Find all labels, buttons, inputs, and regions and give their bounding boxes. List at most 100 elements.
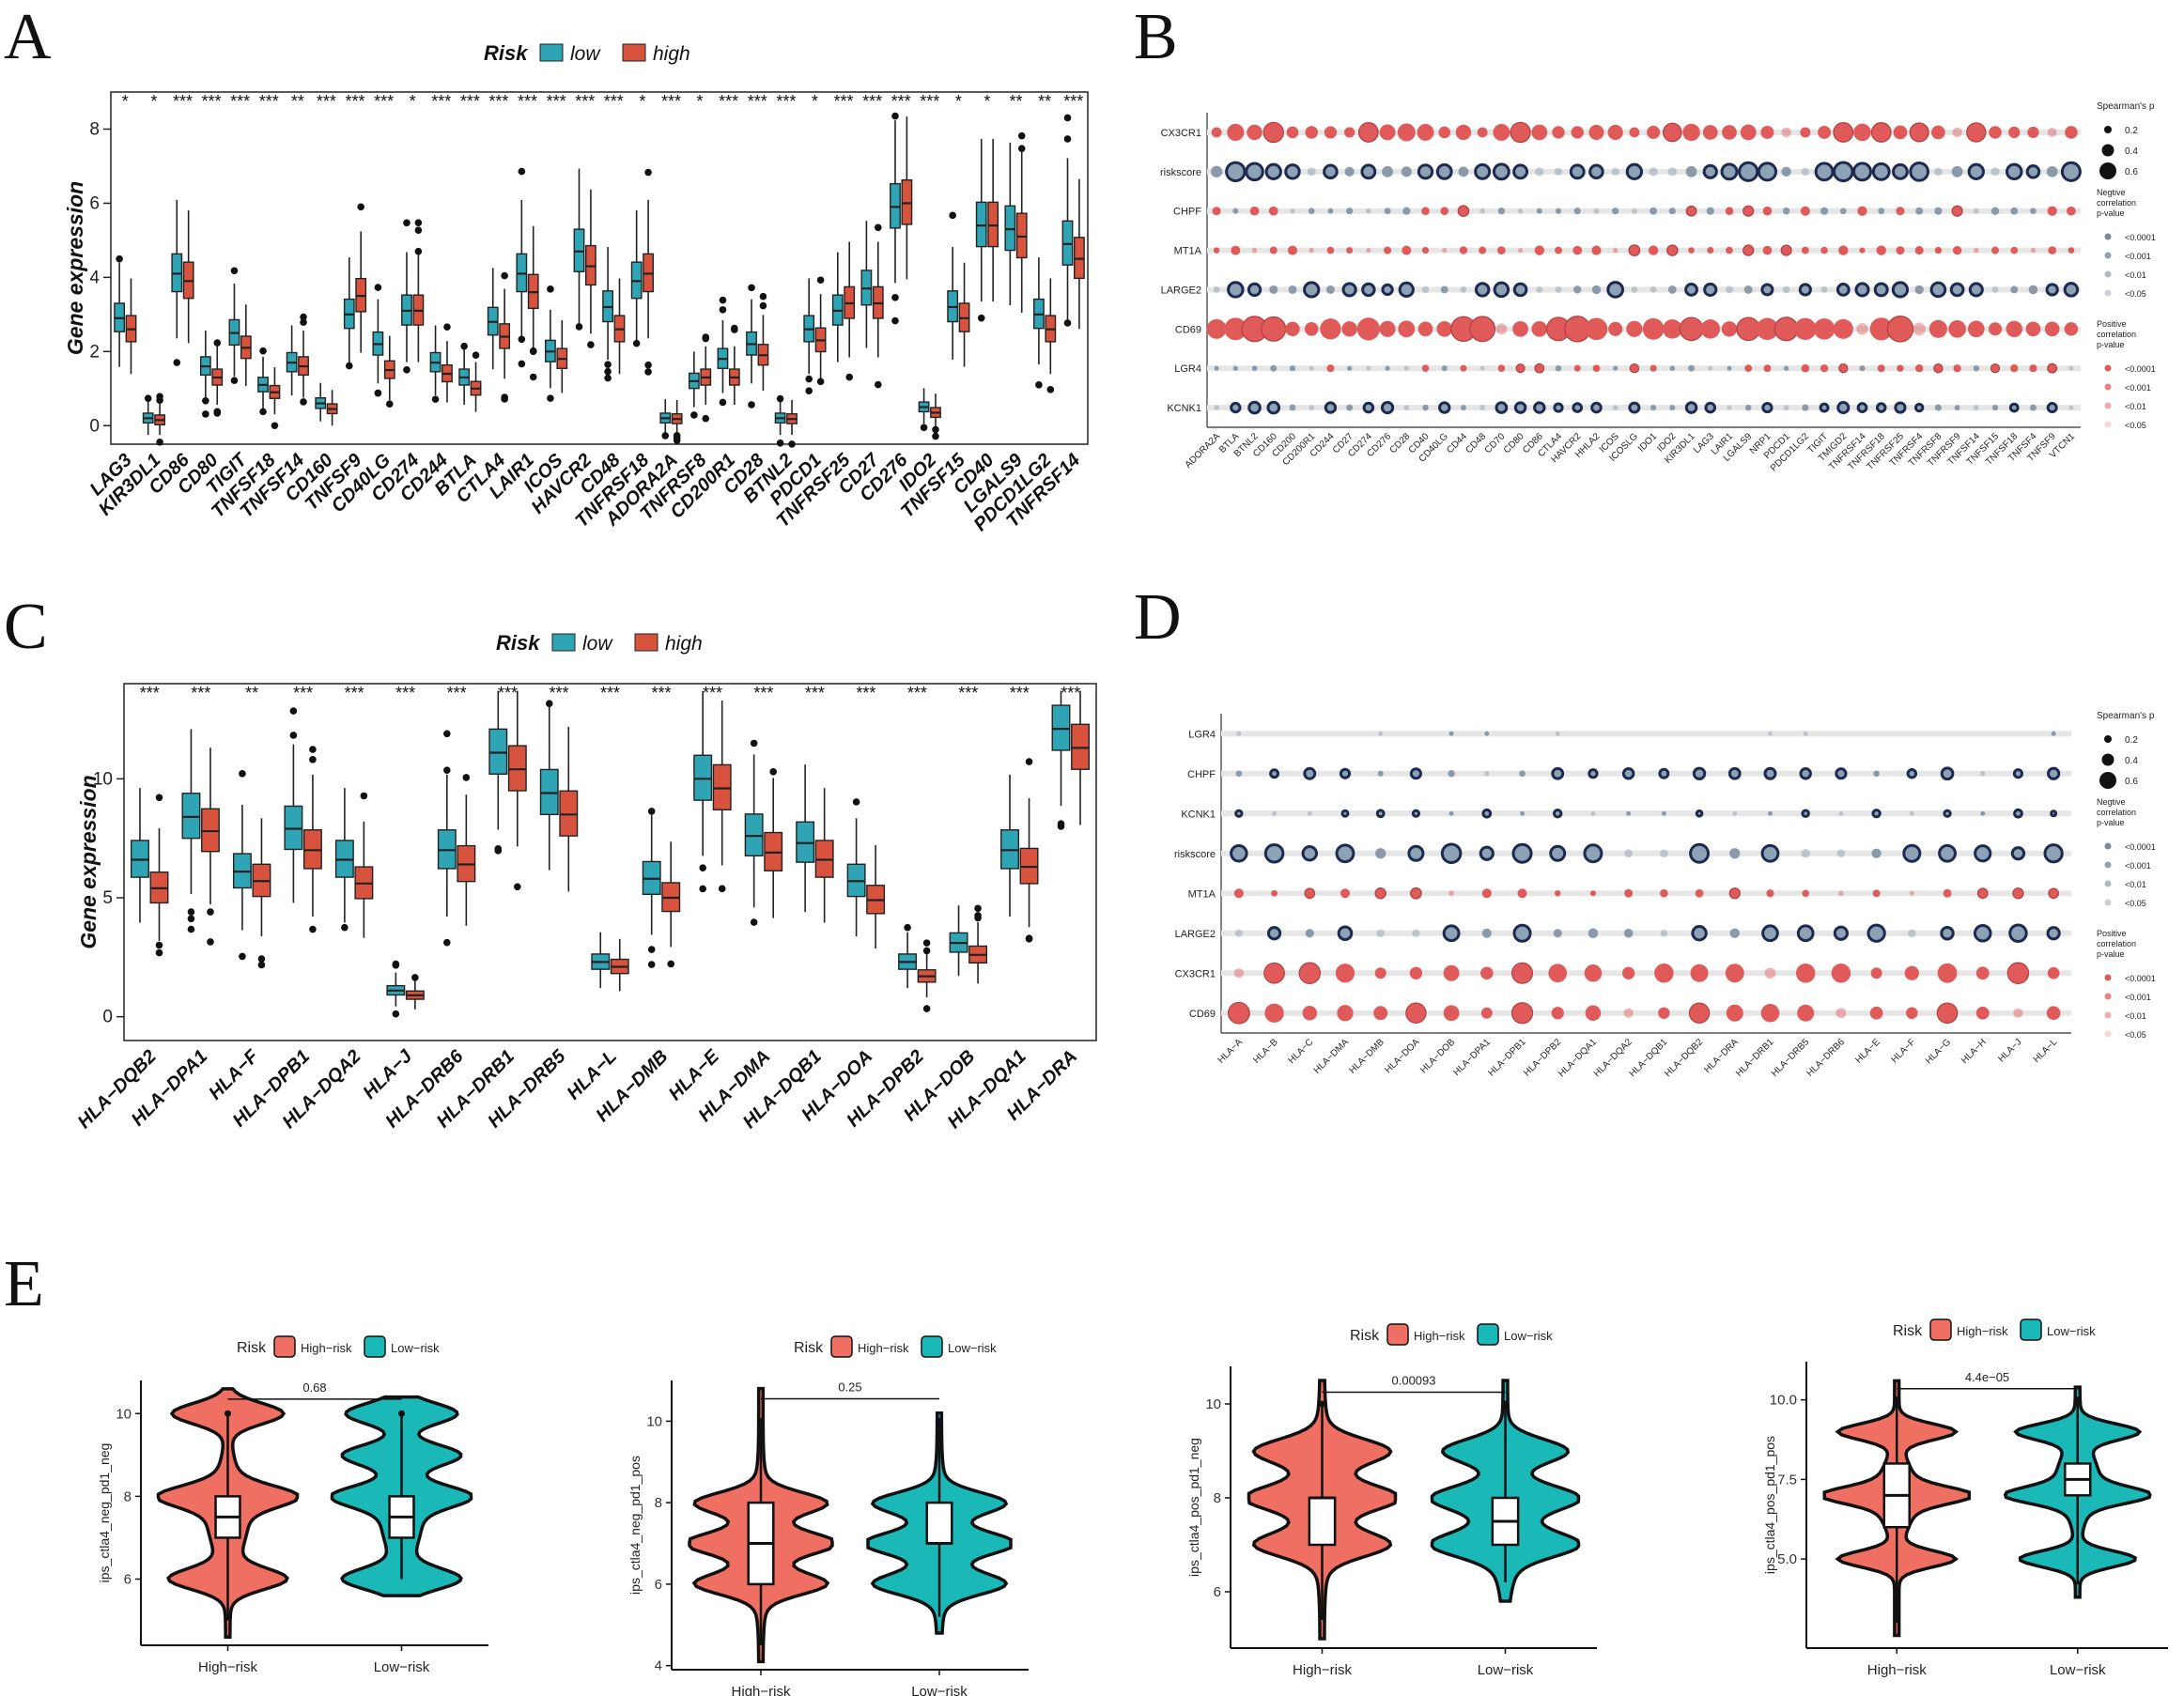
correlation-dot — [1781, 127, 1791, 138]
outlier-point — [300, 318, 307, 326]
outlier-point — [699, 864, 706, 871]
legend-label-high: high — [665, 633, 703, 655]
correlation-dot — [1801, 809, 1810, 818]
correlation-dot — [2028, 285, 2038, 295]
correlation-dot — [1721, 321, 1738, 337]
significance-label: * — [812, 92, 818, 111]
correlation-dot — [1443, 1005, 1460, 1022]
correlation-dot — [1495, 401, 1509, 414]
correlation-dot — [1554, 889, 1561, 897]
outlier-point — [604, 367, 612, 376]
y-tick-label: 2 — [89, 342, 100, 362]
legend-title: Risk — [794, 1340, 824, 1356]
correlation-dot — [1727, 365, 1732, 371]
legend-swatch-high-risk — [830, 1335, 853, 1358]
neg-legend-value: <0.01 — [2125, 270, 2146, 280]
y-tick-label: 8 — [89, 119, 100, 139]
correlation-dot — [1421, 246, 1430, 254]
correlation-dot — [2048, 246, 2056, 254]
panel-label-e: E — [4, 1248, 44, 1320]
outlier-point — [309, 746, 317, 753]
correlation-dot — [1555, 731, 1560, 736]
legend-swatch-high-risk — [1386, 1323, 1409, 1346]
outlier-point — [1057, 823, 1065, 830]
significance-label: *** — [600, 684, 620, 702]
legend-title: Risk — [1350, 1328, 1380, 1344]
correlation-dot — [1859, 247, 1866, 254]
correlation-dot — [1866, 923, 1886, 943]
correlation-dot — [1308, 208, 1315, 215]
x-tick-label: Low−risk — [374, 1659, 430, 1675]
column-label: HLA−B — [1251, 1037, 1280, 1066]
correlation-dot — [2048, 887, 2059, 900]
correlation-dot — [1513, 401, 1527, 414]
correlation-dot — [1272, 810, 1278, 816]
column-label: HLA−L — [2032, 1037, 2060, 1065]
correlation-dot — [1688, 364, 1695, 372]
correlation-dot — [1952, 245, 1962, 255]
outlier-point — [852, 798, 860, 806]
significance-label: *** — [920, 92, 939, 111]
outlier-point — [116, 254, 123, 263]
significance-label: *** — [907, 684, 927, 702]
correlation-dot — [1897, 364, 1904, 372]
correlation-dot — [2067, 206, 2076, 216]
outlier-point — [1063, 114, 1072, 122]
correlation-dot — [1325, 285, 1335, 294]
correlation-dot — [1409, 767, 1422, 780]
outlier-point — [403, 219, 410, 227]
column-label: HLA−DMA — [1312, 1037, 1352, 1076]
row-label: LARGE2 — [1161, 285, 1201, 296]
correlation-dot — [2046, 1006, 2061, 1021]
outlier-point — [155, 948, 163, 957]
outlier-point — [213, 409, 222, 417]
significance-label: *** — [173, 92, 193, 111]
correlation-dot — [1688, 247, 1695, 254]
box-high — [1015, 212, 1028, 259]
correlation-dot — [1743, 285, 1753, 294]
correlation-dot — [1553, 402, 1564, 413]
box-high — [987, 201, 999, 248]
panel-b-dotplot: CX3CR1 riskscore CHPF MT1A LARGE2 CD69 LGR4 KCN… — [1160, 101, 2156, 473]
correlation-dot — [1663, 319, 1682, 339]
correlation-dot — [2025, 164, 2041, 179]
correlation-dot — [1374, 887, 1386, 900]
correlation-dot — [2068, 365, 2074, 371]
correlation-dot — [1382, 165, 1393, 177]
size-legend-value: 0.4 — [2125, 756, 2138, 766]
correlation-dot — [2044, 321, 2060, 337]
outlier-point — [2074, 1396, 2082, 1404]
pos-legend-value: <0.01 — [2125, 402, 2146, 411]
p-value-label: 0.68 — [302, 1380, 326, 1395]
correlation-dot — [1802, 404, 1809, 411]
correlation-dot — [1647, 125, 1661, 139]
row-label: CHPF — [1187, 769, 1216, 780]
correlation-dot — [1357, 122, 1379, 143]
correlation-dot — [1326, 364, 1335, 373]
correlation-dot — [1934, 246, 1943, 254]
correlation-dot — [1762, 245, 1773, 255]
pos-legend-dot — [2104, 974, 2112, 981]
correlation-dot — [1271, 889, 1278, 897]
correlation-dot — [1659, 849, 1668, 858]
correlation-dot — [1227, 123, 1245, 142]
correlation-dot — [1913, 402, 1925, 413]
correlation-dot — [1517, 888, 1527, 899]
correlation-dot — [1377, 770, 1384, 777]
pos-legend-title: correlation — [2097, 330, 2136, 339]
outlier-point — [545, 700, 553, 708]
correlation-dot — [2046, 165, 2058, 177]
correlation-dot — [1689, 842, 1711, 864]
correlation-dot — [1213, 247, 1220, 254]
outlier-point — [1502, 1400, 1509, 1408]
correlation-dot — [2046, 402, 2058, 414]
y-tick-label: 6 — [124, 1572, 132, 1588]
outlier-point — [547, 285, 554, 293]
correlation-dot — [1234, 929, 1243, 937]
correlation-dot — [1909, 890, 1914, 896]
correlation-dot — [1227, 1001, 1250, 1025]
correlation-dot — [1403, 405, 1410, 410]
correlation-dot — [1405, 1002, 1427, 1024]
correlation-dot — [1988, 322, 2003, 336]
outlier-point — [891, 316, 899, 325]
